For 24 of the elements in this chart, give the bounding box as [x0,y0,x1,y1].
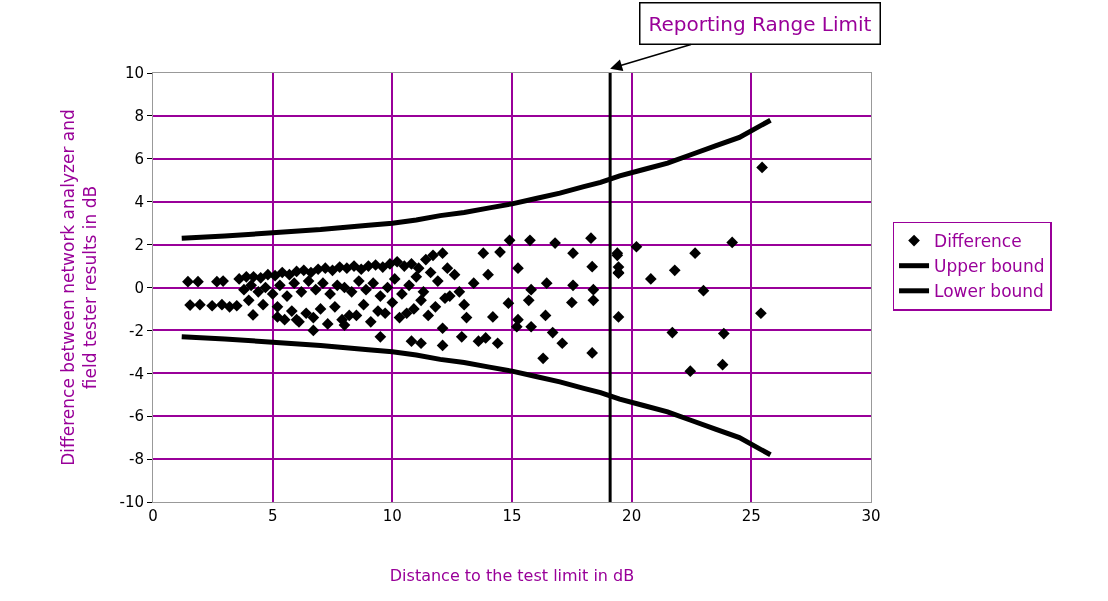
legend-label: Lower bound [934,281,1044,302]
y-tick-label: -10 [119,493,144,512]
legend-label: Difference [934,231,1022,252]
x-tick-label: 10 [382,507,402,525]
y-tick-label: 10 [124,64,144,83]
y-tick-label: 4 [134,192,144,211]
y-tick-label: -6 [129,407,144,426]
y-tick-label: 8 [134,107,144,126]
x-tick-label: 0 [148,507,158,525]
x-tick-label: 25 [741,507,761,525]
y-tick-label: 0 [134,278,144,297]
y-tick-label: -4 [129,364,144,383]
x-tick-label: 5 [267,507,278,525]
x-axis-title: Distance to the test limit in dB [389,565,635,585]
x-tick-label: 30 [861,507,881,525]
legend-label: Upper bound [934,256,1045,277]
ref-line-label: Reporting Range Limit [648,11,872,36]
x-tick-label: 15 [502,507,522,525]
y-tick-label: -2 [129,321,144,340]
x-tick-label: 20 [622,507,642,525]
y-tick-label: -8 [129,450,144,469]
y-tick-label: 2 [134,235,144,254]
y-axis-title: Difference between network analyzer and field tester results in dB [57,109,101,466]
y-tick-label: 6 [134,150,144,169]
